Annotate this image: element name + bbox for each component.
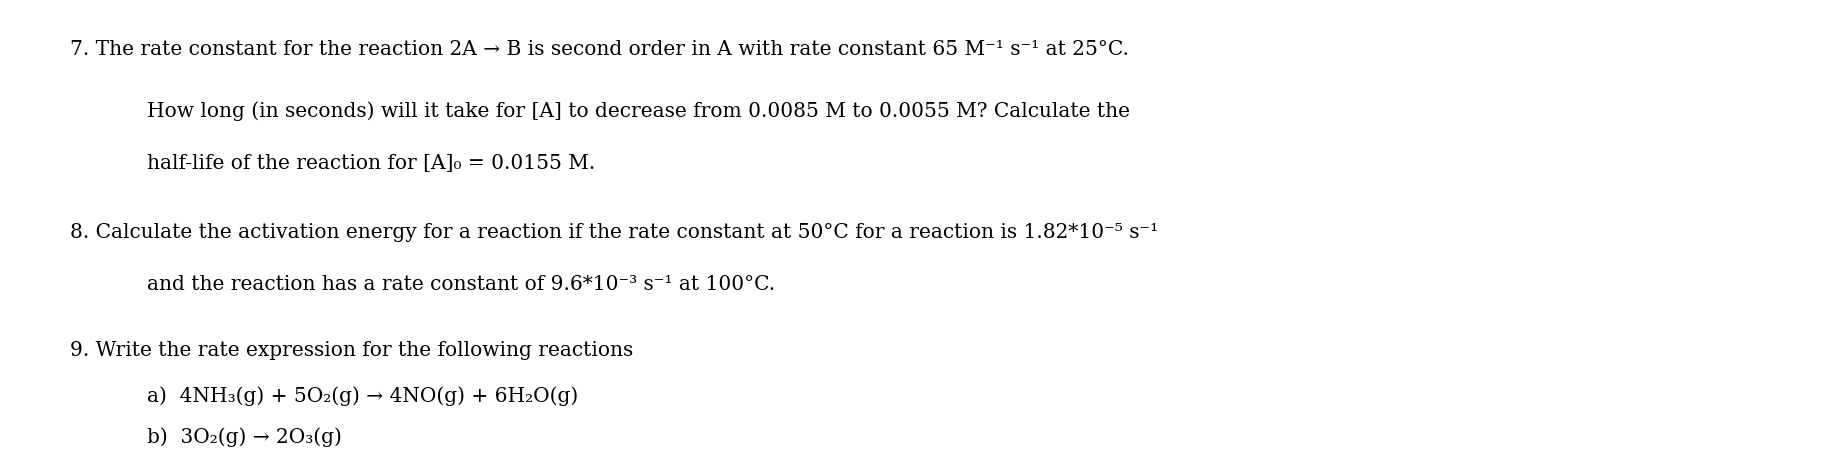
Text: 9. Write the rate expression for the following reactions: 9. Write the rate expression for the fol… <box>70 340 633 359</box>
Text: 8. Calculate the activation energy for a reaction if the rate constant at 50°C f: 8. Calculate the activation energy for a… <box>70 222 1157 241</box>
Text: b)  3O₂(g) → 2O₃(g): b) 3O₂(g) → 2O₃(g) <box>147 426 342 446</box>
Text: a)  4NH₃(g) + 5O₂(g) → 4NO(g) + 6H₂O(g): a) 4NH₃(g) + 5O₂(g) → 4NO(g) + 6H₂O(g) <box>147 385 577 405</box>
Text: and the reaction has a rate constant of 9.6*10⁻³ s⁻¹ at 100°C.: and the reaction has a rate constant of … <box>147 274 774 293</box>
Text: How long (in seconds) will it take for [A] to decrease from 0.0085 M to 0.0055 M: How long (in seconds) will it take for [… <box>147 101 1129 121</box>
Text: half-life of the reaction for [A]₀ = 0.0155 M.: half-life of the reaction for [A]₀ = 0.0… <box>147 154 596 173</box>
Text: 7. The rate constant for the reaction 2A → B is second order in A with rate cons: 7. The rate constant for the reaction 2A… <box>70 40 1127 59</box>
